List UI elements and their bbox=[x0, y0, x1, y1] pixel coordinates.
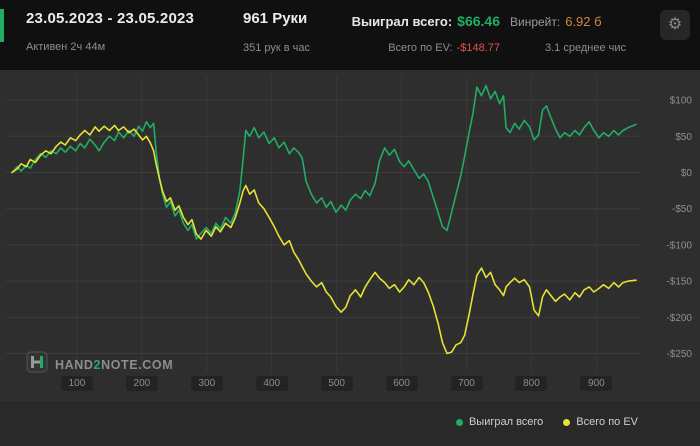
y-axis-label: -$50 bbox=[672, 204, 692, 215]
y-axis-label: -$100 bbox=[666, 240, 692, 251]
legend-ev-label: Всего по EV bbox=[576, 416, 638, 428]
legend-won-label: Выиграл всего bbox=[468, 416, 544, 428]
hand2note-logo: HAND2NOTE.COM bbox=[26, 351, 173, 378]
y-axis-label: $100 bbox=[670, 96, 693, 107]
y-axis-label: $50 bbox=[675, 132, 692, 143]
logo-green-2: 2 bbox=[93, 357, 102, 372]
date-range: 23.05.2023 - 23.05.2023 bbox=[26, 10, 195, 27]
x-axis-label: 100 bbox=[60, 376, 93, 391]
gear-icon: ⚙ bbox=[667, 16, 683, 33]
legend-won-dot-icon bbox=[455, 418, 463, 426]
hand2note-logo-icon bbox=[26, 351, 48, 378]
x-axis-label: 200 bbox=[125, 376, 158, 391]
hand2note-logo-text: HAND2NOTE.COM bbox=[55, 357, 174, 372]
y-axis-label: -$250 bbox=[666, 349, 692, 360]
ev-total-label: Всего по EV: bbox=[388, 42, 453, 54]
chart-legend: Выиграл всего Всего по EV bbox=[455, 416, 638, 428]
won-total-row: Выиграл всего: $66.46 bbox=[300, 13, 500, 29]
x-axis-label: 700 bbox=[450, 376, 483, 391]
legend-bar: Выиграл всего Всего по EV bbox=[0, 402, 700, 446]
y-axis-label: -$200 bbox=[666, 313, 692, 324]
ev-total-row: Всего по EV: -$148.77 bbox=[300, 42, 500, 54]
legend-ev-dot-icon bbox=[563, 418, 571, 426]
winrate-row: Винрейт: 6.92 б bbox=[510, 14, 602, 29]
session-header: 23.05.2023 - 23.05.2023 Активен 2ч 44м 9… bbox=[0, 0, 700, 70]
x-axis-labels: 100 200 300 400 500 600 700 800 900 bbox=[0, 376, 700, 394]
winrate-label: Винрейт: bbox=[510, 15, 561, 29]
series-ev-total bbox=[11, 124, 637, 355]
hands-per-hour: 351 рук в час bbox=[243, 42, 311, 54]
winrate-value: 6.92 б bbox=[565, 14, 602, 29]
average-stat: 3.1 среднее чис bbox=[545, 42, 627, 54]
won-total-label: Выиграл всего: bbox=[351, 14, 453, 29]
series-won-total bbox=[11, 84, 637, 240]
active-time: Активен 2ч 44м bbox=[26, 41, 106, 53]
y-axis-label: -$150 bbox=[666, 277, 692, 288]
session-accent-bar bbox=[0, 9, 4, 42]
x-axis-label: 500 bbox=[320, 376, 353, 391]
legend-item-won[interactable]: Выиграл всего bbox=[455, 416, 544, 428]
y-axis-label: $0 bbox=[681, 168, 693, 179]
x-axis-label: 800 bbox=[515, 376, 548, 391]
x-axis-label: 900 bbox=[580, 376, 613, 391]
hands-count: 961 Руки bbox=[243, 10, 308, 27]
results-graph-panel: $100 $50 $0 -$50 -$100 -$150 -$200 -$250 HAND2N… bbox=[0, 70, 700, 446]
ev-total-value: -$148.77 bbox=[456, 42, 500, 54]
settings-button[interactable]: ⚙ bbox=[660, 10, 690, 40]
x-axis-label: 600 bbox=[385, 376, 418, 391]
x-axis-label: 300 bbox=[190, 376, 223, 391]
legend-item-ev[interactable]: Всего по EV bbox=[563, 416, 638, 428]
results-graph[interactable]: $100 $50 $0 -$50 -$100 -$150 -$200 -$250 bbox=[0, 70, 700, 446]
won-total-value: $66.46 bbox=[457, 13, 500, 29]
x-axis-label: 400 bbox=[255, 376, 288, 391]
